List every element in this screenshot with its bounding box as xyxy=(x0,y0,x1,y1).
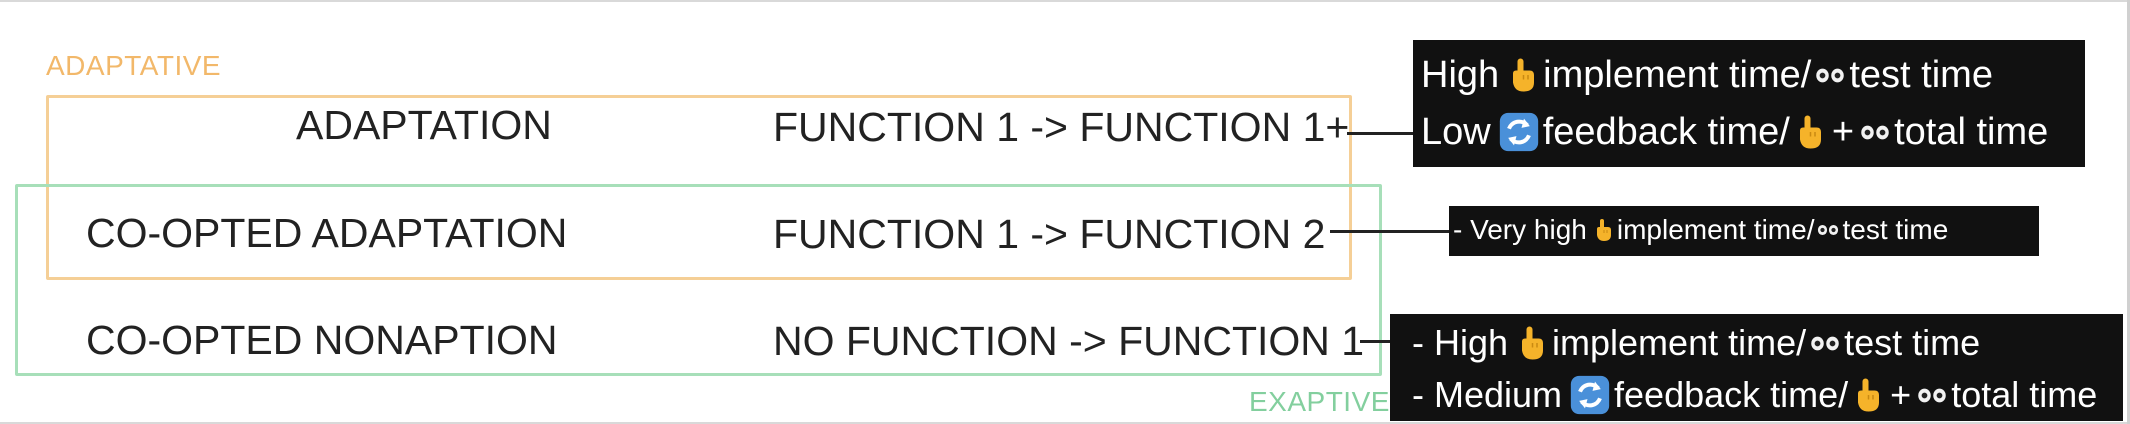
note-adaptation: High implement time/ test time Low feedb… xyxy=(1413,40,2085,167)
row-name-co-opted-nonaption: CO-OPTED NONAPTION xyxy=(86,317,558,363)
note-line-mid: feedback time/ xyxy=(1614,374,1849,415)
arrows-cycle-icon xyxy=(1499,112,1539,152)
note-line-suffix: total time xyxy=(1951,374,2098,415)
row-name-adaptation: ADAPTATION xyxy=(296,102,552,148)
note-line-prefix: - Very high xyxy=(1453,214,1587,245)
row-function-adaptation: FUNCTION 1 -> FUNCTION 1+ xyxy=(773,104,1350,150)
note-line-mid: feedback time/ xyxy=(1542,110,1790,153)
note-co-opted-nonaption: - High implement time/ test time - Mediu… xyxy=(1390,314,2123,421)
pointing-hand-icon xyxy=(1507,57,1537,93)
adaptative-box xyxy=(46,95,1352,280)
note-adaptation-line-1: High implement time/ test time xyxy=(1421,48,2085,102)
note-line-prefix: - Medium xyxy=(1412,374,1563,415)
note-line-suffix: total time xyxy=(1894,110,2049,153)
eyes-icon xyxy=(1810,335,1840,352)
row-function-co-opted-adaptation: FUNCTION 1 -> FUNCTION 2 xyxy=(773,211,1326,257)
note-line-suffix: test time xyxy=(1849,53,1993,96)
note-line-mid: implement time/ xyxy=(1543,53,1812,96)
eyes-icon xyxy=(1815,67,1845,84)
connector-adaptation xyxy=(1347,132,1415,135)
bottom-edge xyxy=(0,422,2130,424)
note-line-prefix: Low xyxy=(1421,110,1491,153)
row-function-co-opted-nonaption: NO FUNCTION -> FUNCTION 1 xyxy=(773,318,1365,364)
row-name-co-opted-adaptation: CO-OPTED ADAPTATION xyxy=(86,210,568,256)
eyes-icon xyxy=(1860,124,1890,141)
arrows-cycle-icon xyxy=(1570,375,1610,415)
note-line-mid: implement time/ xyxy=(1552,322,1807,363)
eyes-icon xyxy=(1817,224,1839,236)
pointing-hand-icon xyxy=(1794,114,1824,150)
note-line-plus: + xyxy=(1831,110,1855,153)
note-line-prefix: High xyxy=(1421,53,1500,96)
pointing-hand-icon xyxy=(1593,218,1613,242)
note-adaptation-line-2: Low feedback time/ + total time xyxy=(1421,104,2085,160)
connector-co-opted-nonaption xyxy=(1360,340,1392,343)
note-line-suffix: test time xyxy=(1842,214,1949,245)
exaptive-label: EXAPTIVE xyxy=(1249,386,1390,417)
note-line-suffix: test time xyxy=(1844,322,1981,363)
note-co-opted-adaptation: - Very high implement time/ test time xyxy=(1449,206,2039,256)
pointing-hand-icon xyxy=(1516,325,1546,361)
note-line-plus: + xyxy=(1890,374,1912,415)
note-line-prefix: - High xyxy=(1412,322,1509,363)
note-co-opted-nonaption-line-1: - High implement time/ test time xyxy=(1412,318,2123,368)
pointing-hand-icon xyxy=(1852,377,1882,413)
note-co-opted-adaptation-line-1: - Very high implement time/ test time xyxy=(1453,208,2039,252)
connector-co-opted-adaptation xyxy=(1330,230,1450,233)
note-co-opted-nonaption-line-2: - Medium feedback time/ + total time xyxy=(1412,370,2123,420)
right-edge xyxy=(2127,0,2130,424)
top-edge xyxy=(0,0,2130,2)
adaptative-label: ADAPTATIVE xyxy=(46,50,222,81)
eyes-icon xyxy=(1917,387,1947,404)
note-line-mid: implement time/ xyxy=(1616,214,1815,245)
exaptive-box xyxy=(15,184,1382,376)
